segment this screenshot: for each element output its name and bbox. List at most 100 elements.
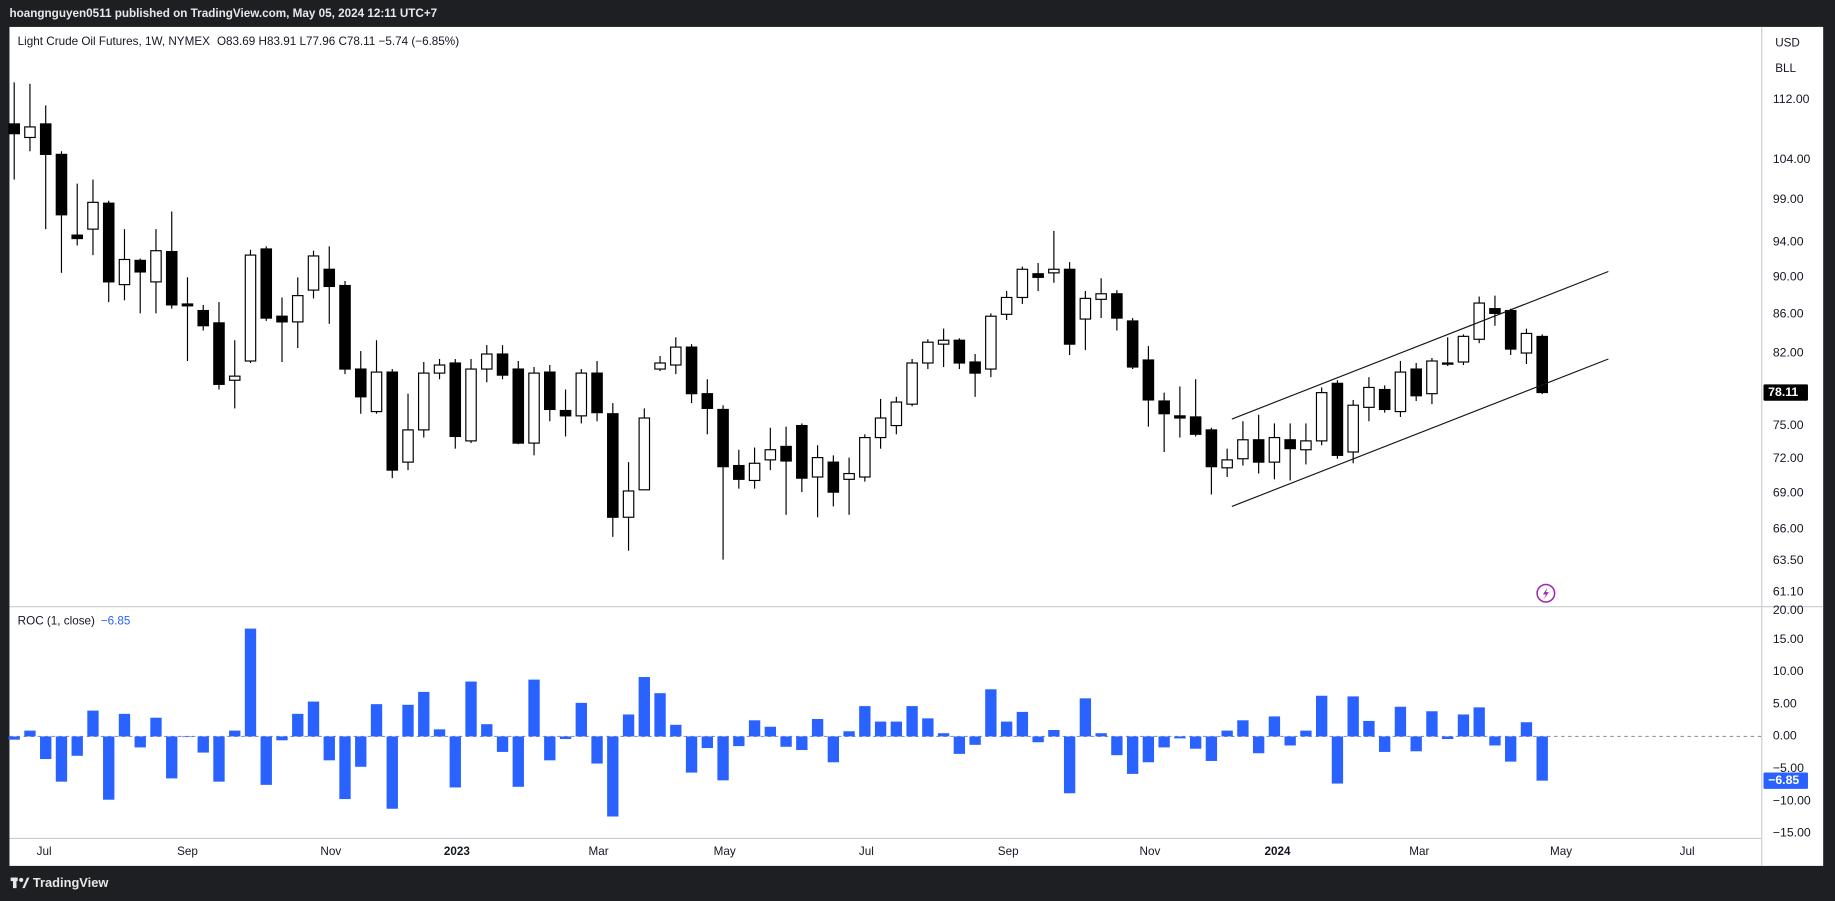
roc-bar	[1237, 720, 1249, 737]
roc-bar	[701, 736, 713, 749]
roc-bar	[1268, 716, 1281, 737]
candle-body	[244, 254, 257, 362]
roc-bar	[1331, 736, 1344, 784]
y-tick-label: 99.00	[1773, 192, 1804, 206]
roc-bar	[181, 736, 194, 738]
candle-body	[1079, 297, 1092, 320]
candle-body	[1032, 273, 1044, 278]
roc-bar	[355, 736, 367, 767]
roc-bar	[1142, 736, 1155, 763]
currency: USD	[1775, 36, 1800, 49]
roc-bar	[638, 677, 650, 737]
candle-body	[701, 393, 714, 409]
roc-bar	[953, 736, 966, 754]
candle-body	[118, 258, 131, 286]
roc-bar	[859, 706, 871, 737]
roc-bar	[937, 733, 950, 737]
ohlc-values: O83.69 H83.91 L77.96 C78.11 −5.74 (−6.85…	[217, 35, 459, 48]
roc-bar	[575, 702, 587, 737]
roc-bar	[654, 693, 666, 737]
roc-bar	[1252, 736, 1265, 754]
roc-bar	[544, 736, 556, 761]
alert-icon	[1536, 583, 1556, 603]
candle-body	[544, 371, 556, 411]
candle-body	[8, 123, 20, 135]
candle-body	[134, 259, 147, 273]
roc-bar	[276, 736, 288, 741]
candle-body	[102, 202, 115, 283]
candle-body	[1378, 388, 1391, 411]
candle-body	[417, 372, 430, 431]
price-badge	[1763, 384, 1808, 401]
candle-body	[1000, 296, 1013, 315]
roc-bar	[717, 736, 729, 781]
symbol-title: Light Crude Oil Futures, 1W, NYMEX	[18, 35, 210, 48]
y-tick-label: 0.00	[1773, 729, 1797, 743]
roc-bar	[733, 736, 745, 747]
y-tick-label: 63.50	[1773, 553, 1804, 567]
candle-body	[1268, 436, 1281, 463]
x-tick-label: Nov	[320, 845, 341, 858]
roc-bar	[260, 736, 272, 785]
candle-body	[1315, 392, 1328, 442]
candle-body	[1426, 360, 1438, 395]
roc-badge	[1763, 772, 1808, 789]
roc-bar	[87, 710, 99, 737]
roc-bar	[796, 736, 808, 750]
roc-bar	[307, 701, 320, 737]
candle-body	[39, 123, 52, 155]
candle-body	[291, 295, 304, 323]
roc-bar	[465, 681, 477, 737]
candle-body	[370, 371, 383, 413]
x-tick-label: 2023	[444, 845, 471, 858]
roc-bar	[1536, 736, 1548, 781]
candle-body	[339, 284, 351, 370]
y-tick-label: 82.00	[1773, 345, 1804, 359]
header: hoangnguyen0511 published on TradingView…	[9, 7, 437, 20]
x-tick-label: Sep	[177, 845, 198, 858]
roc-badge-label: −6.85	[1768, 773, 1799, 787]
roc-bar	[1379, 736, 1391, 752]
candle-body	[1205, 429, 1218, 468]
candle-body	[1237, 439, 1249, 460]
y-tick-label: 86.00	[1773, 307, 1804, 321]
roc-bar	[166, 736, 178, 779]
y-tick-label: 112.00	[1773, 92, 1810, 106]
x-tick-label: Sep	[998, 845, 1019, 858]
roc-bar	[1016, 711, 1029, 737]
roc-bar	[1111, 736, 1123, 756]
roc-bar	[985, 689, 997, 737]
roc-bar	[103, 736, 115, 800]
roc-bar	[1284, 736, 1296, 746]
roc-bar	[481, 724, 493, 737]
x-tick-label: May	[714, 845, 736, 858]
y-tick-label: −15.00	[1773, 826, 1811, 840]
y-tick-label: 75.00	[1773, 418, 1804, 432]
roc-bar	[1347, 696, 1359, 737]
candle-body	[496, 353, 509, 376]
roc-bar	[402, 704, 414, 737]
roc-bar	[1394, 706, 1407, 737]
roc-bar	[1489, 736, 1501, 746]
candle-body	[1441, 362, 1454, 365]
footer-brand: TradingView	[33, 875, 110, 890]
candle-body	[1189, 416, 1202, 435]
candle-body	[685, 346, 698, 395]
roc-bar	[134, 736, 146, 748]
roc-bar	[244, 628, 257, 737]
candle-body	[260, 248, 273, 319]
candle-body	[1536, 335, 1548, 394]
roc-bar	[40, 736, 52, 760]
candle-body	[1252, 439, 1265, 463]
candle-body	[480, 353, 493, 370]
candle-body	[953, 339, 966, 364]
candle-body	[87, 201, 99, 230]
candle-body	[276, 315, 288, 323]
candle-body	[213, 322, 225, 385]
price-badge-label: 78.11	[1768, 385, 1798, 399]
x-tick-label: Mar	[589, 845, 609, 858]
candle-body	[811, 457, 824, 478]
candle-body	[197, 309, 210, 327]
roc-bar	[213, 736, 225, 782]
